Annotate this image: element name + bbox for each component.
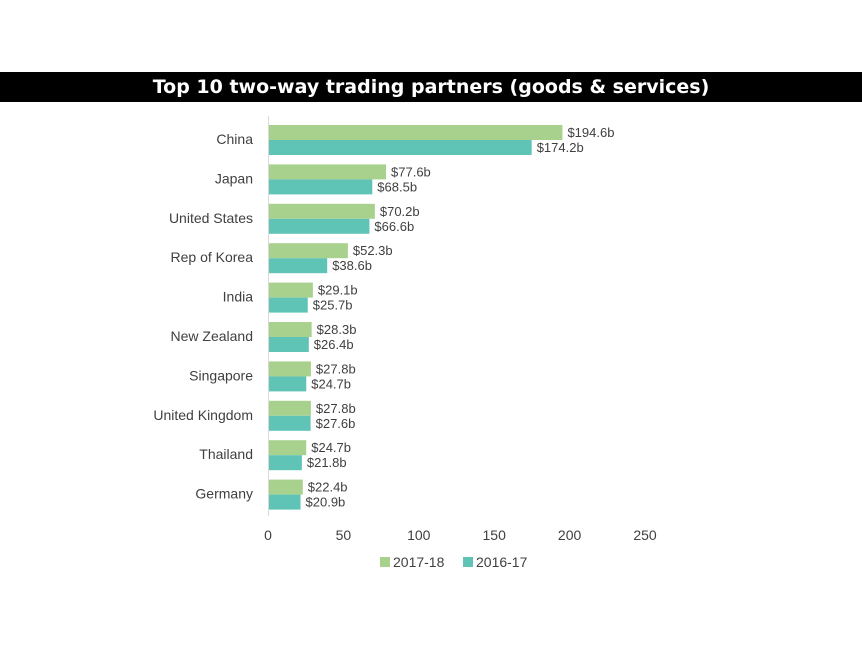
bar [269, 218, 370, 234]
bar [269, 179, 373, 195]
data-label: $174.2b [537, 140, 584, 155]
category-label: Thailand [199, 446, 253, 462]
data-label: $22.4b [308, 480, 348, 495]
legend-label: 2017-18 [393, 554, 445, 570]
category-label: Rep of Korea [171, 249, 254, 265]
data-label: $66.6b [374, 219, 414, 234]
x-tick-labels: 0 50 100 150 200 250 [264, 527, 657, 543]
bar [269, 415, 311, 431]
data-label: $21.8b [307, 455, 347, 470]
x-tick-label: 100 [407, 527, 431, 543]
x-tick-label: 250 [633, 527, 657, 543]
data-label: $52.3b [353, 243, 393, 258]
data-label: $27.8b [316, 361, 356, 376]
legend-swatch [463, 557, 473, 567]
bar [269, 125, 563, 140]
category-label: Germany [195, 486, 253, 502]
x-tick-label: 150 [483, 527, 507, 543]
data-label: $28.3b [317, 322, 357, 337]
category-label: Japan [215, 170, 253, 186]
data-label: $27.6b [316, 416, 356, 431]
legend: 2017-18 2016-17 [380, 554, 528, 570]
legend-swatch [380, 557, 390, 567]
data-label: $24.7b [311, 440, 351, 455]
data-label: $27.8b [316, 401, 356, 416]
data-label: $26.4b [314, 337, 354, 352]
data-label: $194.6b [567, 125, 614, 140]
category-label: China [216, 131, 253, 147]
bar [269, 243, 348, 259]
bar [269, 440, 307, 456]
bar [269, 164, 387, 180]
category-label: United States [169, 210, 253, 226]
bar [269, 479, 303, 495]
category-label: India [223, 289, 254, 305]
x-tick-label: 50 [336, 527, 352, 543]
data-label: $20.9b [306, 495, 346, 510]
data-label: $70.2b [380, 204, 420, 219]
data-label: $24.7b [311, 376, 351, 391]
data-label: $38.6b [332, 258, 372, 273]
bars [269, 125, 563, 510]
value-labels: $194.6b$174.2b $77.6b$68.5b $70.2b$66.6b $5… [306, 125, 615, 510]
chart-title-bar: Top 10 two-way trading partners (goods &… [0, 72, 862, 102]
category-labels: China Japan United States Rep of Korea India… [153, 131, 253, 502]
x-tick-label: 0 [264, 527, 272, 543]
bar [269, 140, 532, 155]
category-label: Singapore [189, 367, 253, 383]
data-label: $77.6b [391, 164, 431, 179]
bar [269, 376, 307, 392]
bar [269, 258, 328, 274]
bar [269, 455, 302, 471]
bar [269, 400, 311, 416]
bar [269, 361, 311, 377]
bar [269, 282, 313, 298]
bar [269, 297, 308, 313]
x-tick-label: 200 [558, 527, 582, 543]
data-label: $29.1b [318, 283, 358, 298]
data-label: $25.7b [313, 298, 353, 313]
category-label: New Zealand [171, 328, 254, 344]
data-label: $68.5b [377, 179, 417, 194]
bar [269, 494, 301, 510]
legend-label: 2016-17 [476, 554, 528, 570]
chart-title: Top 10 two-way trading partners (goods &… [152, 76, 710, 98]
bar [269, 203, 375, 219]
bar [269, 322, 312, 337]
category-label: United Kingdom [153, 407, 253, 423]
bar [269, 337, 309, 352]
